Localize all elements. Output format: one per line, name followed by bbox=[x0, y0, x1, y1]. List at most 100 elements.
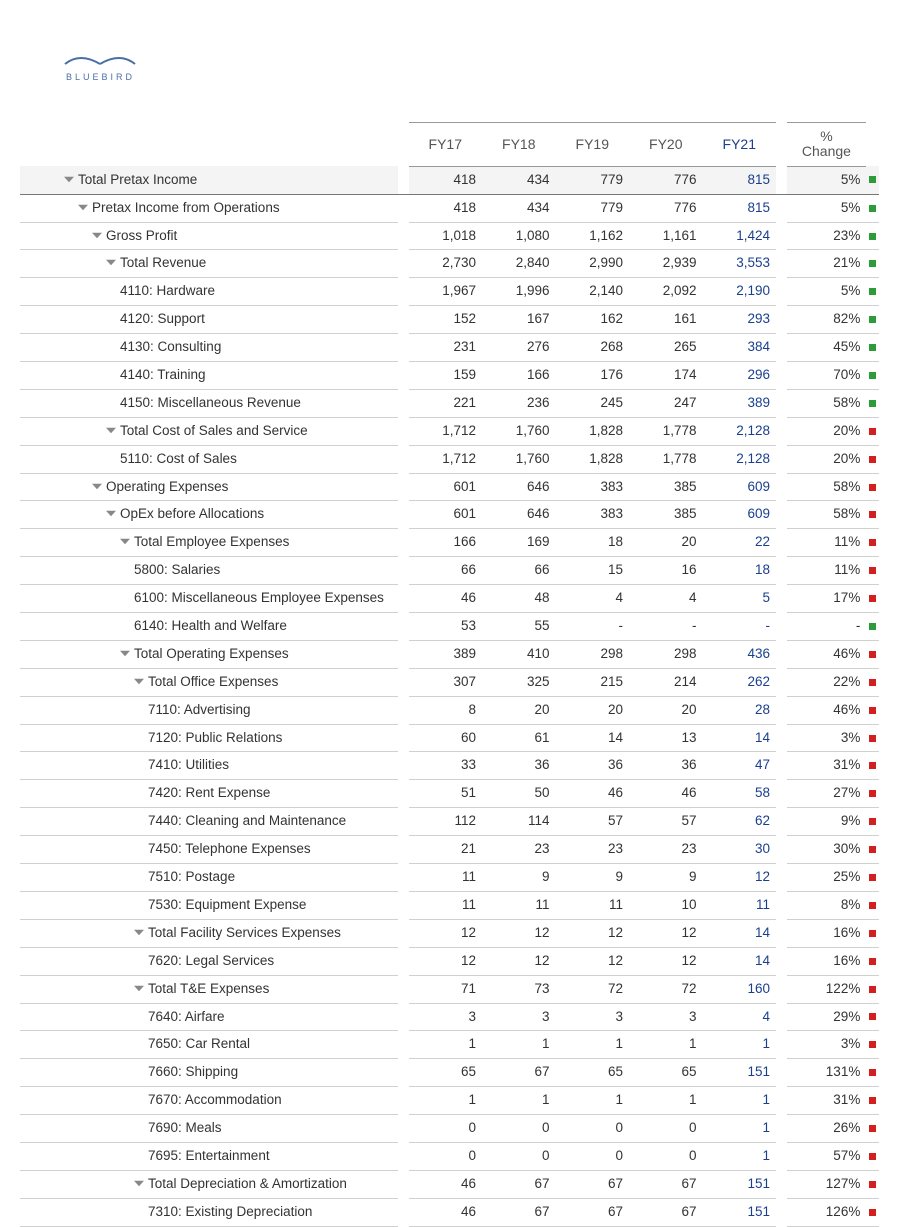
indicator-down-icon bbox=[869, 930, 876, 937]
row-label-text: Total Pretax Income bbox=[78, 172, 197, 187]
cell-value: 23 bbox=[556, 836, 630, 864]
row-label: 7695: Entertainment bbox=[20, 1142, 398, 1170]
cell-value: 22 bbox=[703, 529, 777, 557]
expand-collapse-icon[interactable] bbox=[78, 204, 88, 210]
cell-indicator bbox=[866, 808, 879, 836]
cell-value: 293 bbox=[703, 306, 777, 334]
row-label-text: Operating Expenses bbox=[106, 479, 228, 494]
col-header-fy18: FY18 bbox=[482, 123, 556, 167]
row-label-text: 7650: Car Rental bbox=[148, 1036, 250, 1051]
table-row: 7620: Legal Services121212121416% bbox=[20, 947, 879, 975]
cell-value: 1 bbox=[556, 1087, 630, 1115]
cell-value: 1,424 bbox=[703, 222, 777, 250]
row-label[interactable]: Total T&E Expenses bbox=[20, 975, 398, 1003]
cell-value: 0 bbox=[629, 1142, 703, 1170]
cell-value: 46 bbox=[409, 1170, 483, 1198]
cell-value: 67 bbox=[482, 1059, 556, 1087]
cell-change: 5% bbox=[787, 278, 867, 306]
row-label: 4150: Miscellaneous Revenue bbox=[20, 389, 398, 417]
row-label[interactable]: Gross Profit bbox=[20, 222, 398, 250]
cell-value: 776 bbox=[629, 194, 703, 222]
expand-collapse-icon[interactable] bbox=[134, 1181, 144, 1187]
expand-collapse-icon[interactable] bbox=[134, 930, 144, 936]
cell-value: 46 bbox=[409, 585, 483, 613]
row-label: 7530: Equipment Expense bbox=[20, 891, 398, 919]
cell-value: 1,018 bbox=[409, 222, 483, 250]
expand-collapse-icon[interactable] bbox=[134, 679, 144, 685]
table-row: 4140: Training15916617617429670% bbox=[20, 362, 879, 390]
row-label[interactable]: Total Revenue bbox=[20, 250, 398, 278]
cell-value: 1,712 bbox=[409, 417, 483, 445]
row-label-text: 7690: Meals bbox=[148, 1120, 222, 1135]
cell-change: 26% bbox=[787, 1115, 867, 1143]
cell-value: 11 bbox=[409, 891, 483, 919]
row-label[interactable]: Pretax Income from Operations bbox=[20, 194, 398, 222]
row-label[interactable]: Total Operating Expenses bbox=[20, 640, 398, 668]
row-label[interactable]: Total Employee Expenses bbox=[20, 529, 398, 557]
row-label: 7660: Shipping bbox=[20, 1059, 398, 1087]
cell-value: 601 bbox=[409, 473, 483, 501]
col-header-fy20: FY20 bbox=[629, 123, 703, 167]
cell-value: 2,840 bbox=[482, 250, 556, 278]
table-row: Pretax Income from Operations41843477977… bbox=[20, 194, 879, 222]
expand-collapse-icon[interactable] bbox=[106, 260, 116, 266]
table-row: Total Revenue2,7302,8402,9902,9393,55321… bbox=[20, 250, 879, 278]
cell-indicator bbox=[866, 1087, 879, 1115]
expand-collapse-icon[interactable] bbox=[106, 511, 116, 517]
cell-value: 47 bbox=[703, 752, 777, 780]
cell-change: 5% bbox=[787, 194, 867, 222]
cell-value: 114 bbox=[482, 808, 556, 836]
cell-value: 46 bbox=[629, 780, 703, 808]
row-label[interactable]: Total Facility Services Expenses bbox=[20, 919, 398, 947]
cell-value: 151 bbox=[703, 1059, 777, 1087]
cell-value: 9 bbox=[556, 864, 630, 892]
row-label[interactable]: Total Cost of Sales and Service bbox=[20, 417, 398, 445]
cell-value: 0 bbox=[556, 1115, 630, 1143]
expand-collapse-icon[interactable] bbox=[92, 483, 102, 489]
row-label[interactable]: Operating Expenses bbox=[20, 473, 398, 501]
cell-value: 1 bbox=[703, 1031, 777, 1059]
cell-value: 67 bbox=[482, 1170, 556, 1198]
row-label-text: 7640: Airfare bbox=[148, 1009, 225, 1024]
expand-collapse-icon[interactable] bbox=[120, 651, 130, 657]
cell-indicator bbox=[866, 1198, 879, 1226]
cell-change: 31% bbox=[787, 1087, 867, 1115]
expand-collapse-icon[interactable] bbox=[64, 176, 74, 182]
expand-collapse-icon[interactable] bbox=[106, 427, 116, 433]
cell-indicator bbox=[866, 417, 879, 445]
expand-collapse-icon[interactable] bbox=[120, 539, 130, 545]
row-label-text: Total Employee Expenses bbox=[134, 534, 289, 549]
row-label-text: 7120: Public Relations bbox=[148, 730, 282, 745]
row-label[interactable]: Total Pretax Income bbox=[20, 166, 398, 194]
cell-value: 112 bbox=[409, 808, 483, 836]
cell-value: 160 bbox=[703, 975, 777, 1003]
row-label[interactable]: OpEx before Allocations bbox=[20, 501, 398, 529]
indicator-down-icon bbox=[869, 511, 876, 518]
expand-collapse-icon[interactable] bbox=[134, 985, 144, 991]
cell-value: 1,161 bbox=[629, 222, 703, 250]
indicator-down-icon bbox=[869, 1069, 876, 1076]
cell-value: 11 bbox=[556, 891, 630, 919]
cell-value: 11 bbox=[409, 864, 483, 892]
table-row: 4150: Miscellaneous Revenue2212362452473… bbox=[20, 389, 879, 417]
row-label-text: 7620: Legal Services bbox=[148, 953, 274, 968]
cell-value: 2,128 bbox=[703, 417, 777, 445]
cell-indicator bbox=[866, 696, 879, 724]
row-label-text: 4110: Hardware bbox=[120, 283, 215, 298]
expand-collapse-icon[interactable] bbox=[92, 232, 102, 238]
cell-indicator bbox=[866, 389, 879, 417]
cell-value: 3 bbox=[409, 1003, 483, 1031]
cell-value: 2,730 bbox=[409, 250, 483, 278]
cell-value: 8 bbox=[409, 696, 483, 724]
cell-indicator bbox=[866, 780, 879, 808]
cell-value: 23 bbox=[629, 836, 703, 864]
row-label[interactable]: Total Depreciation & Amortization bbox=[20, 1170, 398, 1198]
cell-change: 3% bbox=[787, 1031, 867, 1059]
indicator-up-icon bbox=[869, 316, 876, 323]
row-label: 5800: Salaries bbox=[20, 557, 398, 585]
row-label-text: Total Operating Expenses bbox=[134, 646, 289, 661]
row-label[interactable]: Total Office Expenses bbox=[20, 668, 398, 696]
cell-value: 20 bbox=[482, 696, 556, 724]
indicator-down-icon bbox=[869, 1013, 876, 1020]
cell-value: 4 bbox=[629, 585, 703, 613]
